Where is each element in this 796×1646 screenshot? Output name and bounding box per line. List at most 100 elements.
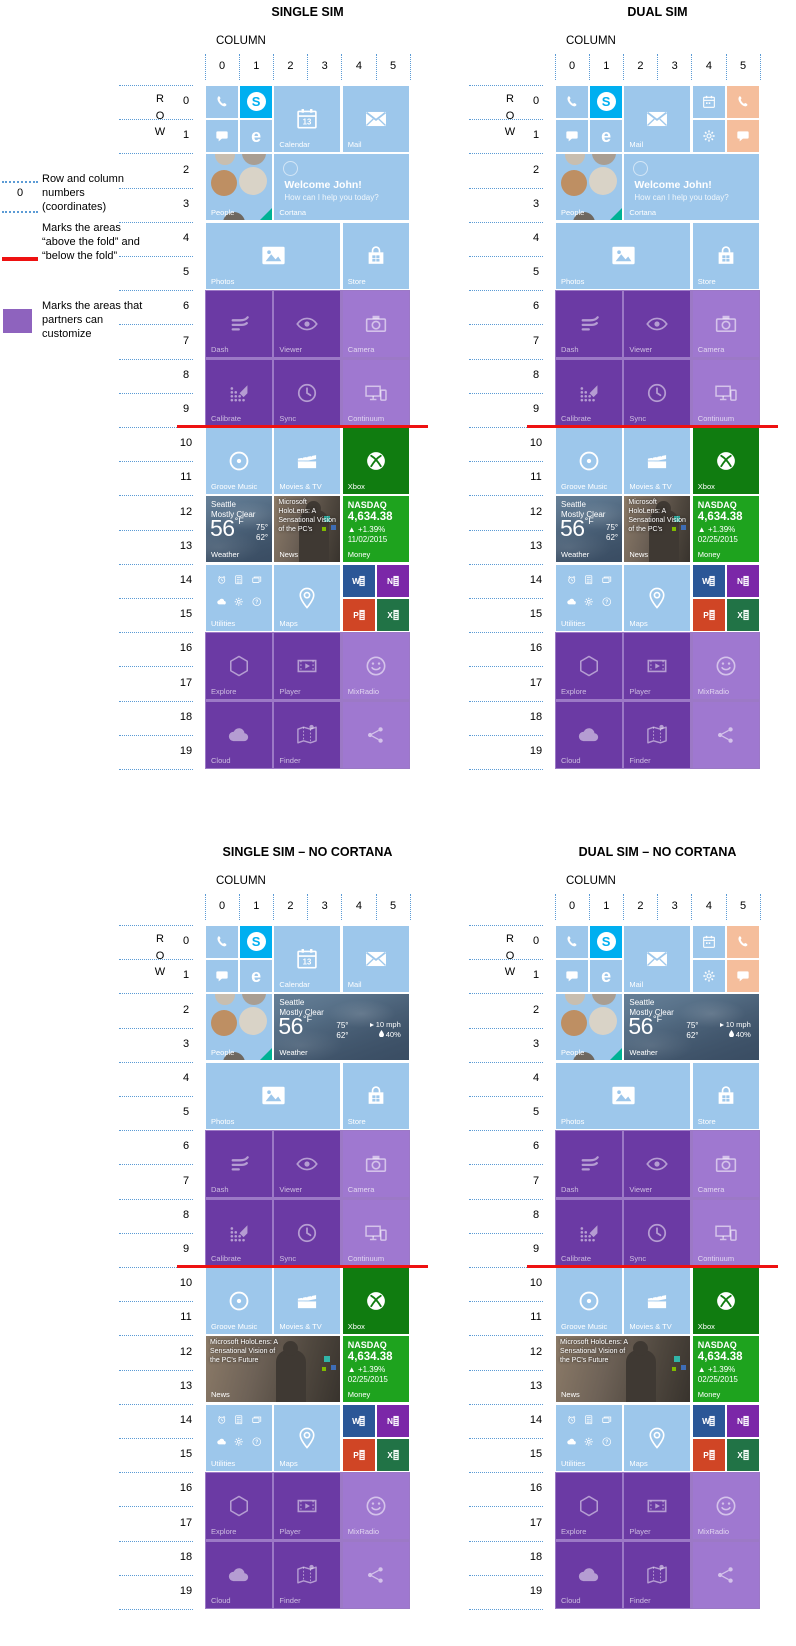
- groove-music-tile[interactable]: Groove Music: [206, 1268, 272, 1334]
- weather-tile[interactable]: Seattle Mostly Clear 56°F 75° 62° 10 mph 40% We…: [274, 994, 409, 1061]
- news-tile[interactable]: Microsoft HoloLens: A Sensational Vision…: [556, 1336, 691, 1403]
- money-tile[interactable]: NASDAQ 4,634.38 ▲ +1.39% 02/25/2015 Money: [342, 1336, 409, 1403]
- powerpoint-tile[interactable]: P: [692, 599, 725, 631]
- money-tile[interactable]: NASDAQ 4,634.38 ▲ +1.39% 02/25/2015 Money: [692, 496, 759, 563]
- dash-tile[interactable]: Dash: [556, 1131, 622, 1198]
- finder-tile[interactable]: Finder: [274, 1541, 341, 1608]
- store-tile[interactable]: Store: [692, 1062, 759, 1129]
- weather-tile[interactable]: Seattle Mostly Clear 56°F 75° 62° Weather: [206, 496, 272, 563]
- photos-tile[interactable]: Photos: [206, 222, 341, 289]
- cortana-tile[interactable]: Welcome John! How can I help you today? Co…: [274, 154, 409, 221]
- skype-tile[interactable]: S: [590, 86, 622, 118]
- mail-tile[interactable]: Mail: [624, 926, 691, 992]
- edge-tile[interactable]: e: [240, 960, 272, 992]
- sync-tile[interactable]: Sync: [624, 359, 691, 426]
- news-tile[interactable]: Microsoft HoloLens: A Sensational Vision…: [206, 1336, 341, 1403]
- viewer-tile[interactable]: Viewer: [624, 1131, 691, 1198]
- calendar-tile[interactable]: 13 Calendar: [274, 86, 341, 152]
- xbox-tile[interactable]: Xbox: [692, 1268, 759, 1334]
- maps-tile[interactable]: Maps: [274, 1404, 341, 1471]
- phone-sim2-tile[interactable]: [727, 86, 759, 118]
- skype-tile[interactable]: S: [240, 926, 272, 958]
- photos-tile[interactable]: Photos: [556, 222, 691, 289]
- maps-tile[interactable]: Maps: [624, 1404, 691, 1471]
- finder-tile[interactable]: Finder: [274, 701, 341, 768]
- continuum-tile[interactable]: Continuum: [692, 1199, 759, 1266]
- excel-tile[interactable]: X: [727, 599, 759, 631]
- phone-tile[interactable]: [206, 926, 238, 958]
- explore-tile[interactable]: Explore: [206, 1473, 272, 1540]
- store-tile[interactable]: Store: [692, 222, 759, 289]
- news-tile[interactable]: Microsoft HoloLens: A Sensational Vision…: [274, 496, 341, 563]
- player-tile[interactable]: Player: [274, 633, 341, 700]
- news-tile[interactable]: Microsoft HoloLens: A Sensational Vision…: [624, 496, 691, 563]
- onenote-tile[interactable]: N: [727, 564, 759, 597]
- player-tile[interactable]: Player: [274, 1473, 341, 1540]
- onenote-tile[interactable]: N: [377, 1404, 409, 1437]
- onenote-tile[interactable]: N: [377, 564, 409, 597]
- word-tile[interactable]: W: [342, 564, 375, 597]
- settings-tile[interactable]: [692, 960, 725, 992]
- mail-tile[interactable]: Mail: [624, 86, 691, 152]
- player-tile[interactable]: Player: [624, 1473, 691, 1540]
- messaging-tile[interactable]: [206, 960, 238, 992]
- store-tile[interactable]: Store: [342, 222, 409, 289]
- utilities-tile[interactable]: ? Utilities: [556, 1404, 622, 1471]
- word-tile[interactable]: W: [692, 564, 725, 597]
- maps-tile[interactable]: Maps: [274, 564, 341, 631]
- messaging-tile[interactable]: [556, 120, 588, 152]
- people-tile[interactable]: People: [206, 994, 272, 1061]
- partner-tile-tile[interactable]: [342, 1541, 409, 1608]
- groove-music-tile[interactable]: Groove Music: [556, 428, 622, 494]
- maps-tile[interactable]: Maps: [624, 564, 691, 631]
- viewer-tile[interactable]: Viewer: [274, 1131, 341, 1198]
- camera-tile[interactable]: Camera: [342, 291, 409, 358]
- phone-tile[interactable]: [556, 926, 588, 958]
- movies-tv-tile[interactable]: Movies & TV: [624, 428, 691, 494]
- finder-tile[interactable]: Finder: [624, 701, 691, 768]
- explore-tile[interactable]: Explore: [206, 633, 272, 700]
- continuum-tile[interactable]: Continuum: [342, 359, 409, 426]
- xbox-tile[interactable]: Xbox: [342, 428, 409, 494]
- movies-tv-tile[interactable]: Movies & TV: [624, 1268, 691, 1334]
- phone-sim2-tile[interactable]: [727, 926, 759, 958]
- people-tile[interactable]: People: [556, 994, 622, 1061]
- camera-tile[interactable]: Camera: [692, 1131, 759, 1198]
- skype-tile[interactable]: S: [590, 926, 622, 958]
- dash-tile[interactable]: Dash: [206, 291, 272, 358]
- viewer-tile[interactable]: Viewer: [274, 291, 341, 358]
- continuum-tile[interactable]: Continuum: [342, 1199, 409, 1266]
- mixradio-tile[interactable]: MixRadio: [342, 633, 409, 700]
- messaging-tile[interactable]: [206, 120, 238, 152]
- settings-tile[interactable]: [692, 120, 725, 152]
- edge-tile[interactable]: e: [590, 960, 622, 992]
- cloud-tile[interactable]: Cloud: [206, 1541, 272, 1608]
- movies-tv-tile[interactable]: Movies & TV: [274, 428, 341, 494]
- people-tile[interactable]: People: [206, 154, 272, 221]
- mixradio-tile[interactable]: MixRadio: [692, 1473, 759, 1540]
- partner-tile-tile[interactable]: [342, 701, 409, 768]
- messaging-tile[interactable]: [556, 960, 588, 992]
- cloud-tile[interactable]: Cloud: [556, 1541, 622, 1608]
- word-tile[interactable]: W: [342, 1404, 375, 1437]
- mixradio-tile[interactable]: MixRadio: [342, 1473, 409, 1540]
- calendar-small-tile[interactable]: [692, 86, 725, 118]
- mixradio-tile[interactable]: MixRadio: [692, 633, 759, 700]
- phone-tile[interactable]: [206, 86, 238, 118]
- money-tile[interactable]: NASDAQ 4,634.38 ▲ +1.39% 02/25/2015 Money: [692, 1336, 759, 1403]
- camera-tile[interactable]: Camera: [692, 291, 759, 358]
- calibrate-tile[interactable]: Calibrate: [556, 1199, 622, 1266]
- cloud-tile[interactable]: Cloud: [556, 701, 622, 768]
- sync-tile[interactable]: Sync: [274, 359, 341, 426]
- word-tile[interactable]: W: [692, 1404, 725, 1437]
- sync-tile[interactable]: Sync: [274, 1199, 341, 1266]
- calendar-tile[interactable]: 13 Calendar: [274, 926, 341, 992]
- groove-music-tile[interactable]: Groove Music: [206, 428, 272, 494]
- xbox-tile[interactable]: Xbox: [342, 1268, 409, 1334]
- photos-tile[interactable]: Photos: [206, 1062, 341, 1129]
- cloud-tile[interactable]: Cloud: [206, 701, 272, 768]
- sync-tile[interactable]: Sync: [624, 1199, 691, 1266]
- player-tile[interactable]: Player: [624, 633, 691, 700]
- photos-tile[interactable]: Photos: [556, 1062, 691, 1129]
- explore-tile[interactable]: Explore: [556, 1473, 622, 1540]
